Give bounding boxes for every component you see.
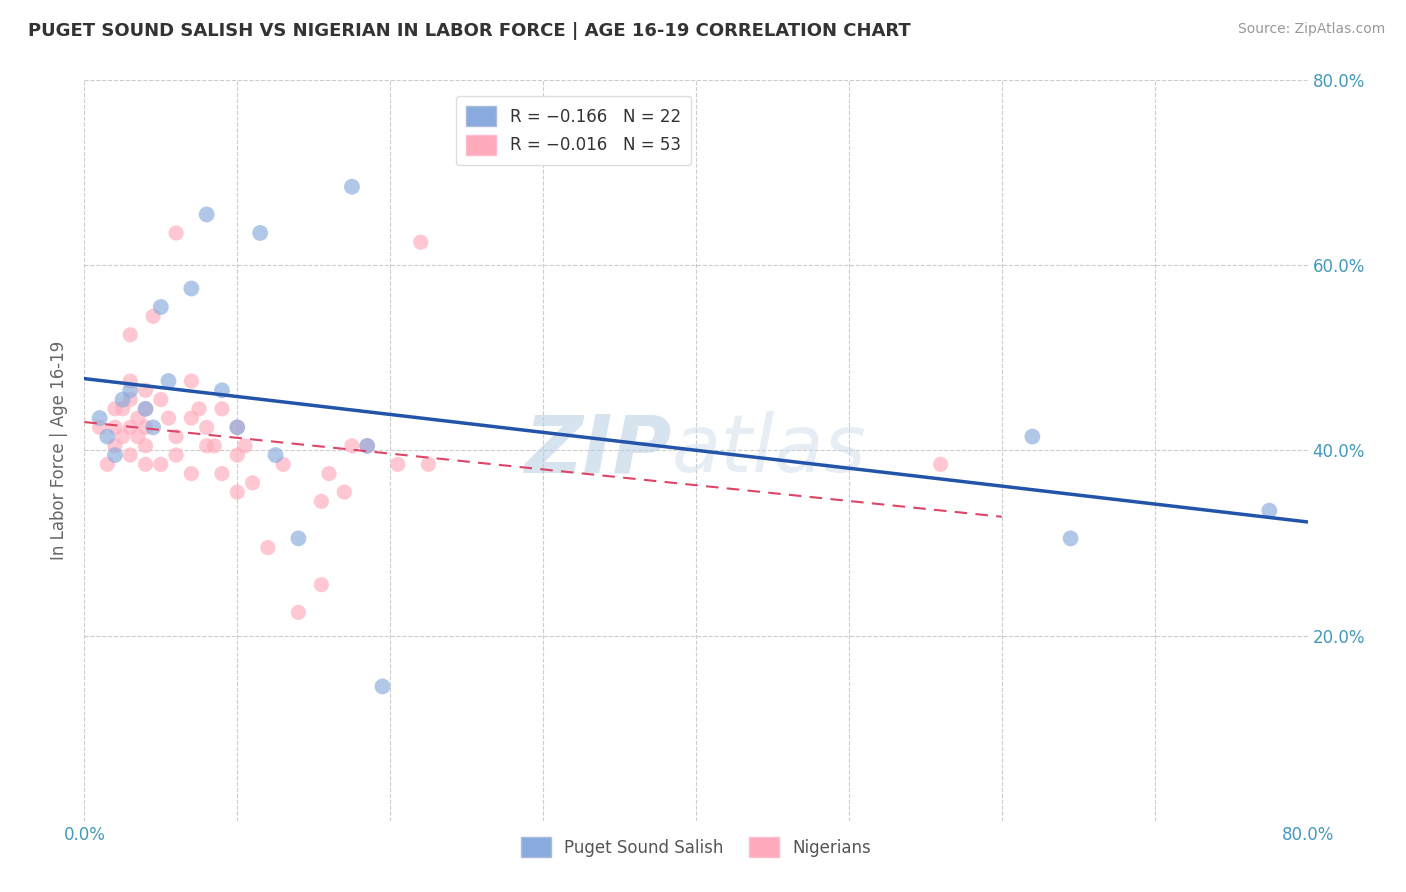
Y-axis label: In Labor Force | Age 16-19: In Labor Force | Age 16-19: [51, 341, 69, 560]
Point: [929, 458, 952, 472]
Point: [340, 439, 363, 453]
Point: [226, 448, 249, 462]
Point: [249, 226, 271, 240]
Point: [111, 392, 134, 407]
Point: [89, 411, 111, 425]
Point: [180, 411, 202, 425]
Point: [409, 235, 432, 250]
Text: PUGET SOUND SALISH VS NIGERIAN IN LABOR FORCE | AGE 16-19 CORRELATION CHART: PUGET SOUND SALISH VS NIGERIAN IN LABOR …: [28, 22, 911, 40]
Point: [135, 384, 157, 398]
Point: [180, 374, 202, 388]
Point: [287, 532, 309, 546]
Point: [180, 467, 202, 481]
Point: [127, 429, 149, 443]
Point: [226, 420, 249, 434]
Point: [180, 281, 202, 295]
Point: [127, 411, 149, 425]
Point: [104, 420, 127, 434]
Point: [104, 401, 127, 416]
Point: [340, 179, 363, 194]
Point: [1059, 532, 1081, 546]
Text: atlas: atlas: [672, 411, 866, 490]
Point: [257, 541, 280, 555]
Point: [356, 439, 378, 453]
Point: [165, 226, 187, 240]
Point: [195, 207, 218, 221]
Point: [211, 467, 233, 481]
Point: [142, 420, 165, 434]
Point: [233, 439, 256, 453]
Point: [120, 374, 142, 388]
Point: [89, 420, 111, 434]
Point: [111, 401, 134, 416]
Point: [120, 327, 142, 342]
Point: [226, 485, 249, 500]
Point: [318, 467, 340, 481]
Point: [157, 374, 180, 388]
Point: [195, 439, 218, 453]
Point: [104, 448, 127, 462]
Point: [120, 384, 142, 398]
Point: [135, 439, 157, 453]
Point: [111, 429, 134, 443]
Point: [333, 485, 356, 500]
Point: [371, 680, 394, 694]
Point: [135, 401, 157, 416]
Point: [96, 429, 118, 443]
Point: [287, 606, 309, 620]
Point: [149, 300, 172, 314]
Point: [226, 420, 249, 434]
Point: [142, 310, 165, 324]
Point: [1021, 429, 1043, 443]
Point: [135, 458, 157, 472]
Point: [311, 577, 333, 591]
Point: [264, 448, 287, 462]
Text: ZIP: ZIP: [524, 411, 672, 490]
Point: [165, 448, 187, 462]
Point: [149, 392, 172, 407]
Point: [271, 458, 294, 472]
Point: [135, 401, 157, 416]
Point: [195, 420, 218, 434]
Point: [311, 494, 333, 508]
Point: [120, 448, 142, 462]
Point: [149, 458, 172, 472]
Point: [157, 411, 180, 425]
Point: [96, 458, 118, 472]
Point: [242, 475, 264, 490]
Point: [387, 458, 409, 472]
Point: [188, 401, 211, 416]
Point: [211, 401, 233, 416]
Point: [135, 420, 157, 434]
Point: [165, 429, 187, 443]
Point: [418, 458, 440, 472]
Point: [211, 384, 233, 398]
Point: [120, 392, 142, 407]
Point: [104, 439, 127, 453]
Legend: Puget Sound Salish, Nigerians: Puget Sound Salish, Nigerians: [515, 830, 877, 864]
Point: [202, 439, 225, 453]
Point: [1258, 503, 1281, 517]
Text: Source: ZipAtlas.com: Source: ZipAtlas.com: [1237, 22, 1385, 37]
Point: [120, 420, 142, 434]
Point: [356, 439, 378, 453]
